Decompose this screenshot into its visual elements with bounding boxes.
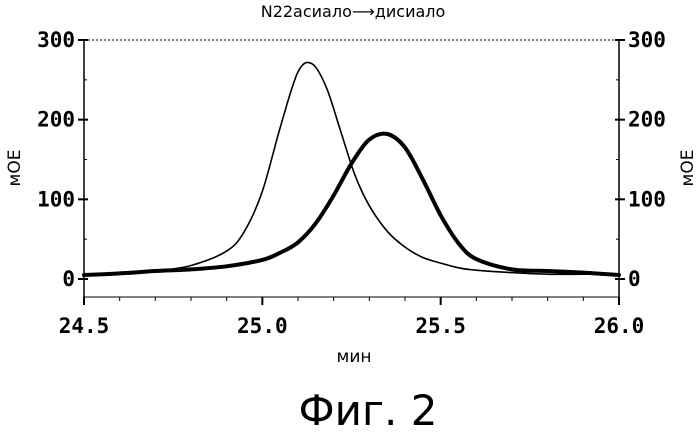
y-tick-label-left: 0 bbox=[62, 267, 75, 291]
y-tick-label-right: 0 bbox=[628, 267, 641, 291]
series-lines bbox=[84, 62, 619, 275]
axes: 24.5 25.0 25.5 26.0 0 0 100 100 200 200 300 300 bbox=[37, 28, 666, 338]
series-line-thick bbox=[84, 134, 619, 275]
x-tick-label: 24.5 bbox=[59, 314, 110, 338]
y-tick-label-left: 300 bbox=[37, 28, 75, 52]
x-tick-label: 25.0 bbox=[237, 314, 288, 338]
series-line-thin bbox=[84, 62, 619, 275]
plot-frame bbox=[84, 40, 619, 297]
y-axis-label-right: мОЕ bbox=[678, 150, 698, 187]
y-tick-label-left: 200 bbox=[37, 108, 75, 132]
x-tick-label: 25.5 bbox=[415, 314, 466, 338]
y-tick-label-right: 200 bbox=[628, 108, 666, 132]
x-axis-label: мин bbox=[337, 347, 372, 367]
y-axis-label-left: мОЕ bbox=[5, 150, 25, 187]
x-tick-label: 26.0 bbox=[594, 314, 645, 338]
y-tick-label-right: 300 bbox=[628, 28, 666, 52]
chart-title: N22асиало⟶дисиало bbox=[261, 2, 446, 21]
figure-caption: Фиг. 2 bbox=[299, 386, 438, 432]
y-tick-label-right: 100 bbox=[628, 187, 666, 211]
y-tick-label-left: 100 bbox=[37, 187, 75, 211]
